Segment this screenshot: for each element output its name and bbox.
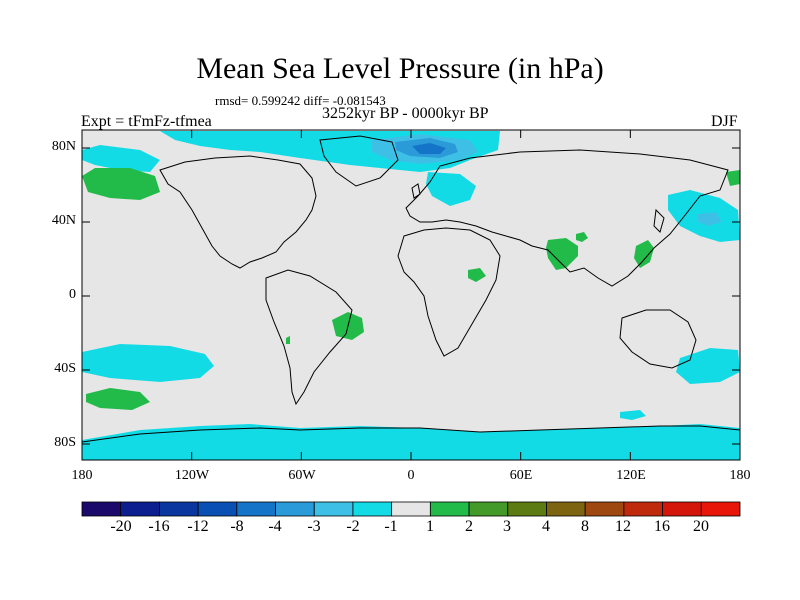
- nw-pacific-patch: [82, 145, 160, 172]
- colorbar-swatch: [623, 501, 663, 517]
- colorbar-swatch: [81, 501, 122, 517]
- colorbar-label: -1: [384, 518, 398, 535]
- lat-label-40s: 40S: [54, 361, 76, 376]
- colorbar-label: 8: [581, 518, 589, 535]
- colorbar-label: -3: [307, 518, 321, 535]
- colorbar-label: -16: [148, 518, 170, 535]
- colorbar-swatch: [468, 501, 509, 517]
- southern-ocean-patch: [82, 424, 740, 460]
- colorbar-swatch: [352, 501, 393, 517]
- map-title: Mean Sea Level Pressure (in hPa): [196, 52, 604, 85]
- colorbar-label: 12: [615, 518, 631, 535]
- colorbar-label: 2: [465, 518, 473, 535]
- colorbar-swatch: [546, 501, 586, 517]
- south-america-patch: [286, 336, 290, 344]
- axis-ticks: [81, 130, 741, 460]
- coastline-eurasia: [405, 149, 729, 287]
- colorbar-swatch: [429, 501, 470, 517]
- east-asia-patch: [634, 240, 654, 268]
- colorbar-swatch: [313, 501, 354, 517]
- colorbar-swatch: [662, 501, 702, 517]
- colorbar-label: 20: [693, 518, 709, 535]
- colorbar-swatch: [236, 501, 276, 517]
- lon-label-180e: 180: [729, 468, 751, 483]
- lat-label-80n: 80N: [51, 139, 76, 154]
- colorbar-label: 4: [542, 518, 550, 535]
- colorbar-label: 3: [503, 518, 511, 535]
- lat-label-80s: 80S: [54, 435, 76, 450]
- colorbar: [81, 501, 741, 517]
- indian-ocean-south-patch: [620, 410, 646, 420]
- arctic-core-4: [412, 143, 446, 154]
- north-pacific-east-patch: [726, 170, 740, 186]
- lon-label-60w: 60W: [288, 468, 316, 483]
- colorbar-label: -12: [187, 518, 209, 535]
- colorbar-swatch: [275, 501, 315, 517]
- lon-label-120w: 120W: [174, 468, 210, 483]
- south-pacific-patch: [82, 344, 214, 382]
- north-pacific-patch: [82, 168, 160, 200]
- season-label: DJF: [711, 113, 738, 130]
- south-pacific-green-patch: [86, 388, 150, 410]
- coastline-greenland: [319, 135, 399, 187]
- colorbar-swatch: [120, 501, 160, 517]
- colorbar-swatch: [507, 501, 547, 517]
- map-background: [82, 130, 740, 460]
- colorbar-label: 16: [654, 518, 670, 535]
- coastline-antarctica: [81, 425, 741, 443]
- coastline-africa: [397, 227, 501, 357]
- coastlines: [81, 135, 741, 443]
- colorbar-label: -2: [346, 518, 360, 535]
- india-patch: [546, 238, 578, 270]
- colorbar-swatch: [391, 501, 431, 517]
- lon-label-180w: 180: [71, 468, 93, 483]
- lon-label-60e: 60E: [509, 468, 533, 483]
- lon-label-120e: 120E: [616, 468, 646, 483]
- lat-label-0: 0: [69, 287, 76, 302]
- nw-pacific-core: [698, 212, 722, 226]
- colorbar-label: 1: [426, 518, 434, 535]
- coastline-australia: [619, 309, 697, 369]
- colorbar-label: -20: [110, 518, 132, 535]
- stats-text: rmsd= 0.599242 diff= -0.081543: [215, 93, 386, 108]
- coastline-britain: [411, 183, 421, 199]
- tibet-patch: [576, 232, 588, 242]
- colorbar-swatch: [700, 501, 741, 517]
- experiment-label: Expt = tFmFz-tfmea: [81, 113, 212, 130]
- negative-anomaly-layer: [82, 131, 740, 460]
- coastline-south-america: [265, 269, 353, 406]
- colorbar-label: -8: [230, 518, 244, 535]
- lat-label-40n: 40N: [51, 213, 76, 228]
- colorbar-label: -4: [268, 518, 282, 535]
- coastline-japan: [653, 208, 665, 233]
- colorbar-swatch: [159, 501, 199, 517]
- africa-patch: [468, 268, 486, 282]
- colorbar-swatch: [197, 501, 238, 517]
- coastline-north-america: [159, 155, 317, 269]
- australia-south-patch: [676, 348, 740, 384]
- europe-patch: [426, 172, 476, 206]
- colorbar-swatch: [584, 501, 625, 517]
- lon-label-0: 0: [407, 468, 415, 483]
- period-label: 3252kyr BP - 0000kyr BP: [322, 105, 489, 122]
